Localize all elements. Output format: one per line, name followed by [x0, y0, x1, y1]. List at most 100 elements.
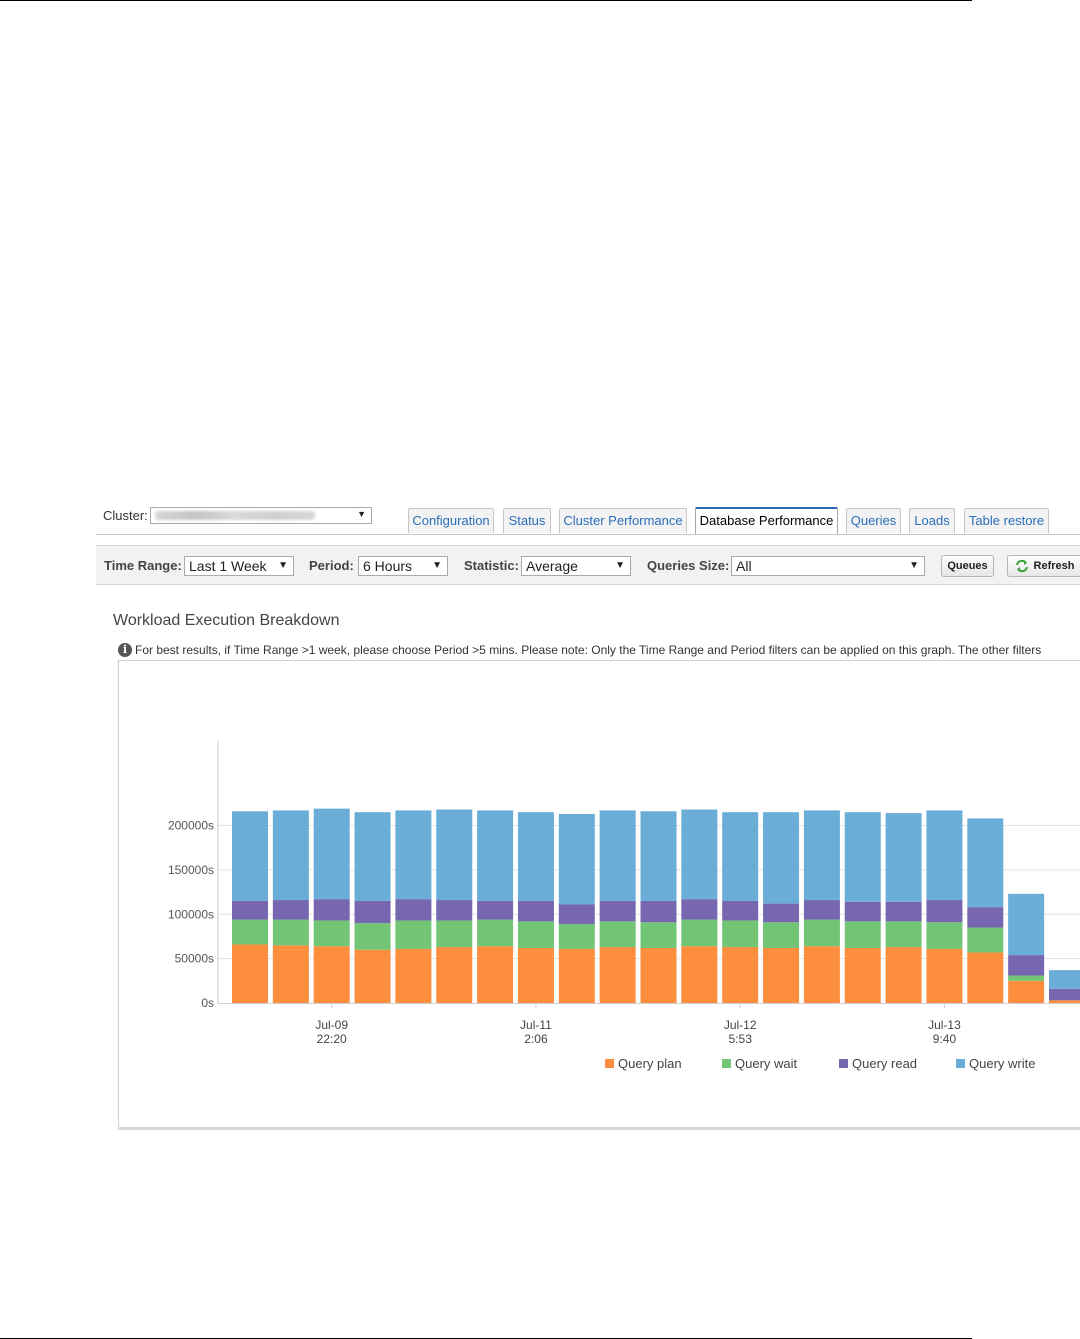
bar-segment-query-plan	[477, 946, 514, 1003]
bar-segment-query-wait	[803, 919, 840, 947]
y-tick-label: 50000s	[175, 952, 214, 966]
bar-segment-query-read	[313, 899, 350, 921]
bar-segment-query-plan	[926, 948, 963, 1003]
bar-segment-query-write	[232, 811, 268, 901]
bar-segment-query-plan	[558, 948, 595, 1003]
tab-loads[interactable]: Loads	[909, 508, 955, 533]
bar-segment-query-read	[763, 903, 800, 923]
legend-swatch-icon	[722, 1059, 731, 1068]
x-tick-label: 5:53	[729, 1032, 753, 1046]
bar-segment-query-plan	[313, 946, 350, 1003]
chevron-down-icon: ▼	[909, 560, 919, 571]
bar-segment-query-read	[232, 900, 268, 920]
y-tick-label: 100000s	[168, 907, 214, 921]
chevron-down-icon: ▼	[278, 560, 288, 571]
statistic-value: Average	[526, 558, 578, 574]
refresh-label: Refresh	[1033, 560, 1075, 572]
tab-status[interactable]: Status	[503, 508, 551, 533]
bar-segment-query-write	[558, 813, 595, 905]
legend-swatch-icon	[956, 1059, 965, 1068]
cluster-name-redacted	[155, 511, 315, 520]
bar-segment-query-read	[844, 901, 881, 922]
time-range-label: Time Range:	[104, 558, 182, 573]
cluster-select[interactable]: ▼	[150, 507, 372, 524]
bar-segment-query-plan	[844, 947, 881, 1003]
period-value: 6 Hours	[363, 558, 413, 574]
bar-segment-query-plan	[885, 947, 922, 1003]
tab-database-performance[interactable]: Database Performance	[695, 507, 838, 534]
bar-segment-query-wait	[763, 922, 800, 948]
time-range-select[interactable]: Last 1 Week ▼	[184, 556, 294, 576]
tab-table-restore[interactable]: Table restore	[964, 508, 1049, 533]
bar-segment-query-write	[272, 810, 309, 901]
legend-label: Query wait	[735, 1056, 798, 1071]
filter-bar: Time Range: Last 1 Week ▼ Period: 6 Hour…	[96, 545, 1080, 585]
cluster-label: Cluster:	[103, 508, 148, 523]
bar-segment-query-read	[477, 900, 514, 920]
statistic-label: Statistic:	[464, 558, 519, 573]
bar-segment-query-read	[926, 900, 963, 923]
chart-title: Workload Execution Breakdown	[113, 612, 340, 629]
legend-swatch-icon	[839, 1059, 848, 1068]
bar-segment-query-read	[395, 899, 432, 921]
info-icon: i	[118, 643, 132, 657]
refresh-button[interactable]: Refresh	[1007, 555, 1080, 577]
bar-segment-query-write	[477, 810, 514, 901]
legend-label: Query write	[969, 1056, 1035, 1071]
bar-segment-query-plan	[681, 946, 718, 1003]
bar-segment-query-write	[844, 812, 881, 902]
bar-segment-query-read	[885, 901, 922, 922]
bar-segment-query-plan	[803, 946, 840, 1003]
top-bar: Cluster: ▼ Configuration Status Cluster …	[96, 500, 1080, 540]
bar-segment-query-plan	[272, 945, 309, 1003]
bar-segment-query-wait	[395, 920, 432, 949]
y-tick-label: 150000s	[168, 863, 214, 877]
bar-segment-query-plan	[763, 947, 800, 1003]
period-label: Period:	[309, 558, 354, 573]
x-tick-label: Jul-09	[315, 1018, 348, 1032]
bar-segment-query-wait	[1008, 975, 1045, 981]
bar-segment-query-plan	[354, 949, 391, 1003]
bar-segment-query-plan	[640, 947, 677, 1003]
tab-cluster-performance[interactable]: Cluster Performance	[559, 508, 687, 533]
x-tick-label: Jul-13	[928, 1018, 961, 1032]
queues-button[interactable]: Queues	[941, 555, 994, 577]
x-tick-label: 22:20	[317, 1032, 347, 1046]
bar-segment-query-read	[803, 900, 840, 920]
tab-divider	[96, 534, 1080, 535]
tab-queries[interactable]: Queries	[846, 508, 901, 533]
chart-scrollbar[interactable]	[118, 1127, 1080, 1130]
bar-segment-query-read	[722, 900, 759, 921]
bar-segment-query-write	[436, 809, 473, 901]
time-range-value: Last 1 Week	[189, 558, 267, 574]
y-tick-label: 0s	[201, 996, 214, 1010]
bar-segment-query-wait	[844, 921, 881, 948]
bar-segment-query-plan	[436, 947, 473, 1003]
statistic-select[interactable]: Average ▼	[521, 556, 631, 576]
tab-configuration[interactable]: Configuration	[408, 508, 494, 533]
info-note: For best results, if Time Range >1 week,…	[135, 643, 1042, 657]
bar-segment-query-write	[885, 813, 922, 902]
bar-segment-query-wait	[354, 923, 391, 950]
x-tick-label: 9:40	[933, 1032, 957, 1046]
bar-segment-query-read	[558, 904, 595, 925]
bar-segment-query-plan	[967, 952, 1004, 1003]
y-tick-label: 200000s	[168, 819, 214, 833]
queries-size-select[interactable]: All ▼	[731, 556, 925, 576]
bar-segment-query-read	[436, 900, 473, 921]
chevron-down-icon: ▼	[357, 509, 366, 519]
bar-segment-query-wait	[477, 919, 514, 947]
period-select[interactable]: 6 Hours ▼	[358, 556, 448, 576]
x-tick-label: Jul-12	[724, 1018, 757, 1032]
bar-segment-query-read	[272, 900, 309, 920]
bar-segment-query-wait	[436, 920, 473, 948]
bar-segment-query-wait	[885, 921, 922, 948]
chart-container: 0s 50000s 100000s 150000s 200000s Jul-09 22:20…	[118, 660, 1080, 1128]
bar-segment-query-plan	[1008, 980, 1045, 1003]
bar-segment-query-wait	[681, 919, 718, 947]
bar-segment-query-write	[681, 809, 718, 900]
bar-segment-query-plan	[599, 947, 636, 1003]
workload-breakdown-chart: 0s 50000s 100000s 150000s 200000s Jul-0922:20…	[168, 741, 1080, 1071]
bar-segment-query-wait	[558, 924, 595, 949]
bar-segment-query-read	[1049, 988, 1080, 1001]
